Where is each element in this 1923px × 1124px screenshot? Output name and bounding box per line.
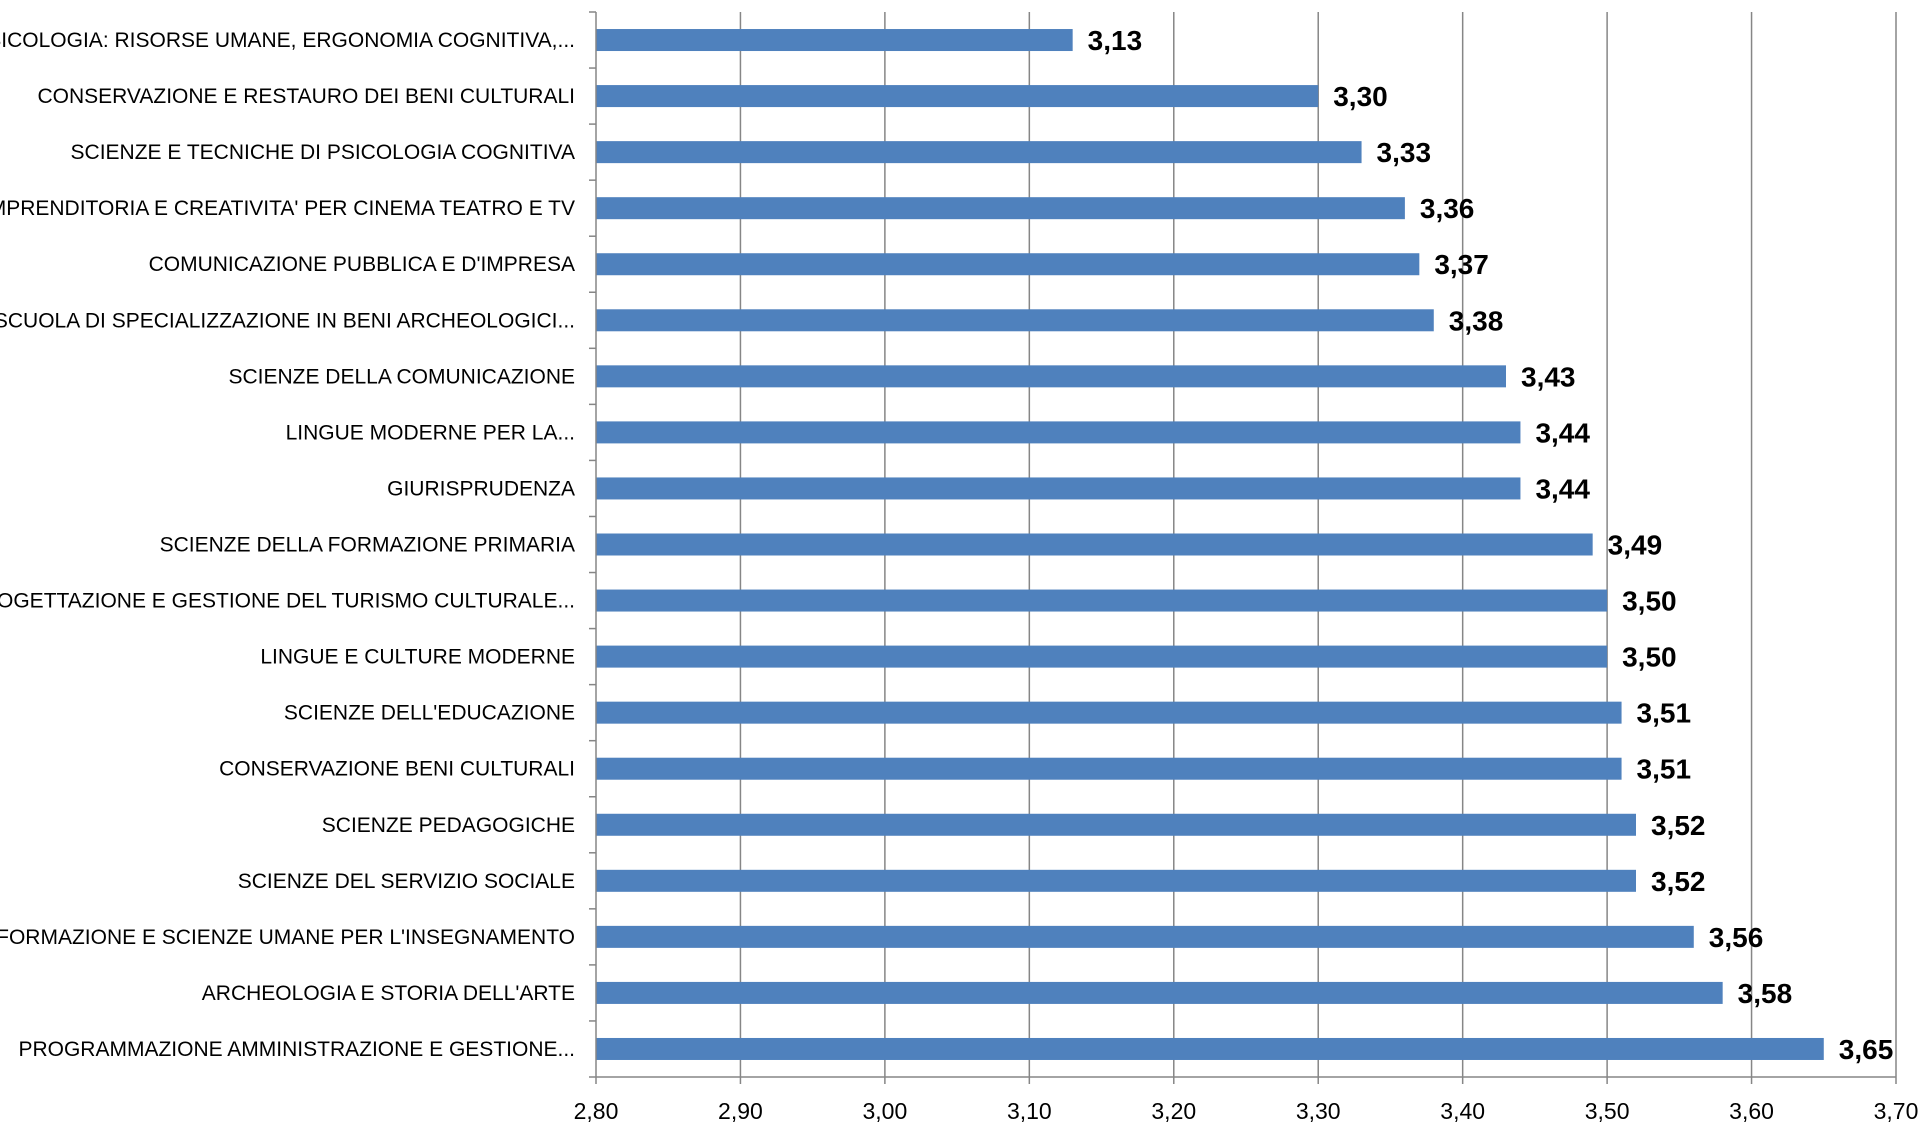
bar [596,365,1506,388]
data-label: 3,38 [1449,305,1504,336]
category-label: SCIENZE PEDAGOGICHE [322,814,575,837]
bar [596,533,1593,556]
category-label: LINGUE MODERNE PER LA... [286,421,575,444]
data-label: 3,49 [1608,530,1663,561]
x-tick-label: 3,10 [1007,1098,1052,1124]
x-tick-label: 3,20 [1151,1098,1196,1124]
bar [596,421,1521,444]
bar [596,925,1694,948]
x-tick-label: 3,40 [1440,1098,1485,1124]
category-label: ARCHEOLOGIA E STORIA DELL'ARTE [202,982,575,1005]
bar [596,813,1636,836]
category-label: SCIENZE DELL'EDUCAZIONE [284,702,575,725]
category-label: SCIENZE DEL SERVIZIO SOCIALE [238,870,575,893]
bars [596,29,1824,1060]
bar [596,85,1319,108]
bar [596,477,1521,500]
category-label: PROGETTAZIONE E GESTIONE DEL TURISMO CUL… [0,590,575,613]
category-label: FORMAZIONE E SCIENZE UMANE PER L'INSEGNA… [0,926,575,949]
x-tick-label: 3,60 [1729,1098,1774,1124]
x-tick-label: 2,90 [718,1098,763,1124]
bar [596,869,1636,892]
bar [596,253,1420,276]
category-label: CONSERVAZIONE E RESTAURO DEI BENI CULTUR… [37,85,575,108]
x-tick-label: 3,00 [863,1098,908,1124]
bar [596,309,1434,332]
category-label: PROGRAMMAZIONE AMMINISTRAZIONE E GESTION… [18,1038,575,1061]
data-label: 3,56 [1709,922,1764,953]
data-label: 3,50 [1622,586,1677,617]
data-label: 3,44 [1535,417,1590,448]
category-label: PSICOLOGIA: RISORSE UMANE, ERGONOMIA COG… [0,29,575,52]
x-tick-label: 3,30 [1296,1098,1341,1124]
x-tick-label: 3,70 [1874,1098,1919,1124]
labels: 2,80 2,90 3,00 3,10 3,20 3,30 3,40 3,50 3,60 3,70… [0,25,1918,1124]
data-label: 3,50 [1622,642,1677,673]
data-label: 3,44 [1535,473,1590,504]
bar [596,645,1608,668]
data-label: 3,37 [1434,249,1489,280]
category-label: IMPRENDITORIA E CREATIVITA' PER CINEMA T… [0,197,575,220]
data-label: 3,51 [1637,698,1692,729]
bar [596,757,1622,780]
data-label: 3,52 [1651,810,1706,841]
data-label: 3,33 [1377,137,1432,168]
data-label: 3,13 [1088,25,1143,56]
category-label: SCIENZE DELLA FORMAZIONE PRIMARIA [160,534,575,557]
category-label: COMUNICAZIONE PUBBLICA E D'IMPRESA [149,253,575,276]
category-label: LINGUE E CULTURE MODERNE [260,646,575,669]
bar [596,141,1362,164]
bar [596,29,1073,52]
data-label: 3,36 [1420,193,1475,224]
data-label: 3,51 [1637,754,1692,785]
category-label: SCUOLA DI SPECIALIZZAZIONE IN BENI ARCHE… [0,309,575,332]
data-label: 3,43 [1521,361,1576,392]
category-label: SCIENZE E TECNICHE DI PSICOLOGIA COGNITI… [71,141,575,164]
data-label: 3,30 [1333,81,1388,112]
data-label: 3,65 [1839,1034,1894,1065]
category-label: CONSERVAZIONE BENI CULTURALI [219,758,575,781]
x-tick-label: 3,50 [1585,1098,1630,1124]
bar [596,197,1405,220]
data-label: 3,58 [1738,978,1793,1009]
category-label: GIURISPRUDENZA [387,477,575,500]
x-tick-label: 2,80 [574,1098,619,1124]
category-label: SCIENZE DELLA COMUNICAZIONE [228,365,575,388]
bar [596,589,1608,612]
axes [589,11,1897,1084]
bar [596,981,1723,1004]
data-label: 3,52 [1651,866,1706,897]
bar [596,701,1622,724]
bar [596,1037,1824,1060]
